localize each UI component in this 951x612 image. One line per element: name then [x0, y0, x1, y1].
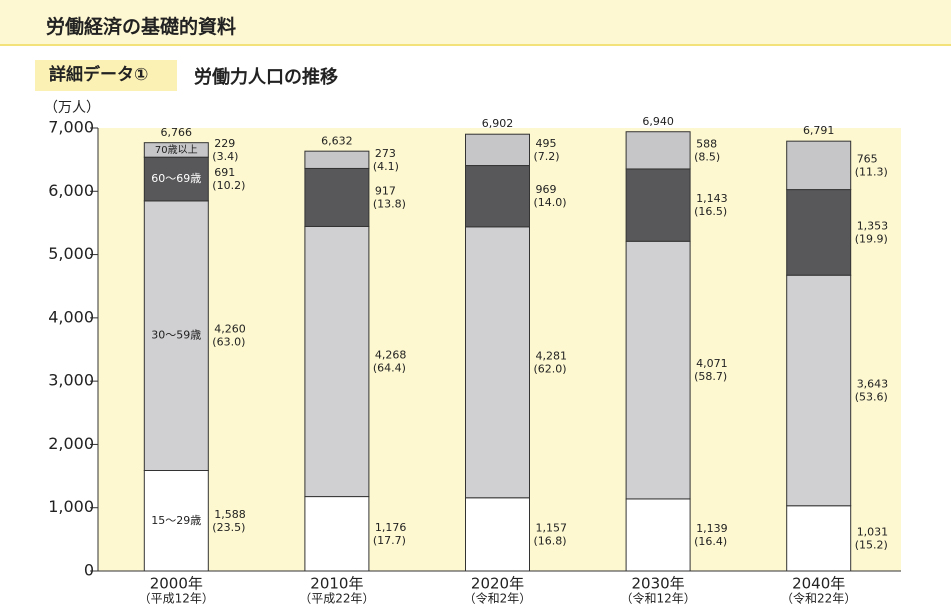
value-label: 1,176 [375, 521, 407, 534]
value-label: 1,157 [536, 521, 568, 534]
x-tick-label: 2020年 [471, 575, 524, 593]
share-label: (63.0) [212, 336, 245, 349]
value-label: 917 [375, 184, 396, 197]
value-label: 588 [696, 137, 717, 150]
share-label: (4.1) [373, 160, 399, 173]
bar-segment [465, 165, 530, 228]
value-label: 1,031 [857, 525, 889, 538]
bar-segment [304, 496, 370, 572]
value-label: 4,268 [375, 349, 407, 362]
share-label: (3.4) [212, 150, 238, 163]
value-label: 4,071 [696, 357, 728, 370]
share-label: (10.2) [212, 179, 245, 192]
y-axis-label: （万人） [44, 100, 100, 116]
y-tick-label: 4,000 [48, 307, 94, 326]
x-tick-sublabel: （令和22年） [781, 591, 856, 606]
total-label: 6,940 [642, 115, 674, 128]
x-tick-label: 2000年 [150, 575, 203, 593]
value-label: 1,139 [696, 522, 728, 535]
section-tag: 詳細データ① [35, 60, 177, 91]
y-tick-label: 3,000 [48, 371, 94, 390]
bar-segment [625, 498, 691, 572]
bar-segment [143, 470, 209, 572]
y-tick-label: 2,000 [48, 434, 94, 453]
value-label: 1,353 [857, 219, 889, 232]
bar-segment [304, 167, 370, 227]
share-label: (23.5) [212, 521, 245, 534]
value-label: 765 [857, 152, 878, 165]
total-label: 6,791 [803, 124, 835, 137]
bar-segment [786, 189, 852, 276]
x-tick-sublabel: （平成22年） [299, 592, 374, 606]
bar-segment [465, 133, 530, 167]
bar-segment [304, 225, 370, 498]
y-tick-label: 6,000 [48, 181, 94, 200]
share-label: (15.2) [855, 538, 888, 551]
share-label: (64.4) [373, 362, 406, 375]
value-label: 969 [536, 183, 557, 196]
segment-name: 70歳以上 [155, 144, 198, 156]
page-title: 労働経済の基礎的資料 [46, 16, 237, 38]
segment-name: 15～29歳 [151, 514, 201, 527]
value-label: 3,643 [857, 377, 889, 390]
total-label: 6,766 [161, 126, 193, 139]
share-label: (62.0) [534, 362, 567, 375]
y-tick-label: 0 [84, 561, 94, 580]
share-label: (11.3) [855, 165, 888, 178]
share-label: (19.9) [855, 232, 888, 245]
x-tick-label: 2040年 [792, 575, 845, 593]
bar-segment [143, 156, 209, 202]
bar-segment [625, 131, 691, 170]
share-label: (58.7) [694, 370, 727, 383]
bar-segment [465, 497, 530, 572]
total-label: 6,902 [482, 117, 514, 130]
share-label: (8.5) [694, 150, 720, 163]
chart-title: 労働力人口の推移 [194, 67, 338, 88]
y-tick-label: 1,000 [48, 497, 94, 516]
value-label: 1,143 [696, 192, 728, 205]
share-label: (7.2) [534, 150, 560, 163]
bar-segment [786, 505, 852, 572]
bar-segment [304, 150, 370, 169]
share-label: (16.4) [694, 535, 727, 548]
bar-segment [465, 226, 530, 499]
bar-segment [786, 140, 852, 191]
value-label: 4,260 [214, 323, 246, 336]
share-label: (14.0) [534, 196, 567, 209]
x-tick-label: 2010年 [310, 575, 363, 593]
x-tick-label: 2030年 [632, 575, 685, 593]
value-label: 1,588 [214, 508, 246, 521]
value-label: 4,281 [536, 349, 568, 362]
bar-segment [143, 200, 209, 472]
share-label: (17.7) [373, 534, 406, 547]
x-tick-sublabel: （平成12年） [139, 592, 214, 606]
x-tick-sublabel: （令和2年） [464, 591, 532, 606]
segment-name: 30～59歳 [151, 329, 201, 342]
bar-segment [143, 142, 209, 158]
bar-segment [786, 274, 852, 507]
value-label: 691 [214, 166, 235, 179]
bar-segment [625, 168, 691, 242]
segment-name: 60～69歳 [151, 172, 201, 185]
value-label: 495 [536, 137, 557, 150]
x-tick-sublabel: （令和12年） [620, 591, 695, 606]
value-label: 229 [214, 137, 235, 150]
total-label: 6,632 [321, 134, 353, 147]
value-label: 273 [375, 147, 396, 160]
share-label: (16.8) [534, 534, 567, 547]
share-label: (53.6) [855, 390, 888, 403]
header-band [0, 0, 951, 46]
y-tick-label: 7,000 [48, 118, 94, 137]
share-label: (16.5) [694, 205, 727, 218]
y-tick-label: 5,000 [48, 244, 94, 263]
share-label: (13.8) [373, 197, 406, 210]
bar-segment [625, 240, 691, 500]
